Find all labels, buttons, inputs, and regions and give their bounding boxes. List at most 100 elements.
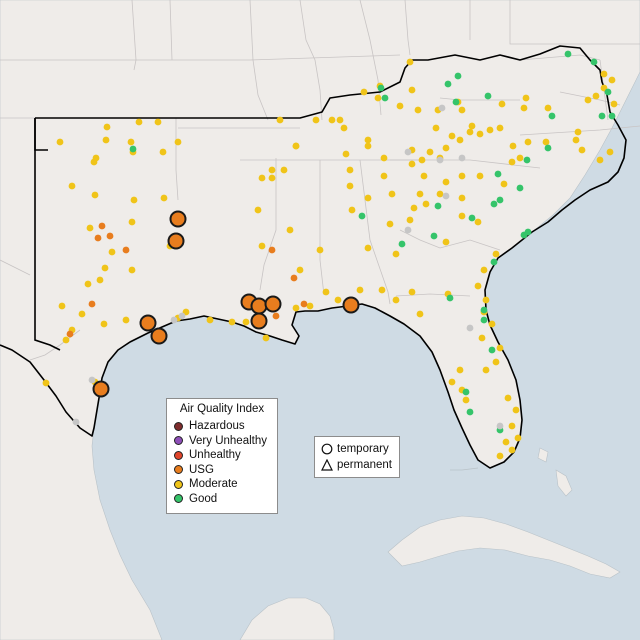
monitor-marker[interactable] bbox=[452, 98, 460, 106]
monitor-marker[interactable] bbox=[476, 130, 484, 138]
monitor-marker[interactable] bbox=[42, 379, 50, 387]
temporary-monitor-marker[interactable] bbox=[150, 327, 168, 345]
monitor-marker[interactable] bbox=[128, 266, 136, 274]
monitor-marker[interactable] bbox=[408, 160, 416, 168]
monitor-marker[interactable] bbox=[514, 434, 522, 442]
monitor-marker[interactable] bbox=[516, 154, 524, 162]
monitor-marker[interactable] bbox=[342, 150, 350, 158]
monitor-marker[interactable] bbox=[300, 300, 308, 308]
monitor-marker[interactable] bbox=[392, 296, 400, 304]
monitor-marker[interactable] bbox=[456, 136, 464, 144]
monitor-marker[interactable] bbox=[416, 310, 424, 318]
monitor-marker[interactable] bbox=[96, 276, 104, 284]
monitor-marker[interactable] bbox=[468, 122, 476, 130]
monitor-marker[interactable] bbox=[86, 224, 94, 232]
monitor-marker[interactable] bbox=[94, 234, 102, 242]
monitor-marker[interactable] bbox=[480, 306, 488, 314]
temporary-monitor-marker[interactable] bbox=[167, 232, 185, 250]
monitor-marker[interactable] bbox=[396, 102, 404, 110]
monitor-marker[interactable] bbox=[408, 288, 416, 296]
monitor-marker[interactable] bbox=[292, 142, 300, 150]
monitor-marker[interactable] bbox=[496, 452, 504, 460]
monitor-marker[interactable] bbox=[254, 206, 262, 214]
monitor-marker[interactable] bbox=[242, 318, 250, 326]
monitor-marker[interactable] bbox=[406, 216, 414, 224]
monitor-marker[interactable] bbox=[159, 148, 167, 156]
monitor-marker[interactable] bbox=[258, 174, 266, 182]
monitor-marker[interactable] bbox=[392, 250, 400, 258]
monitor-marker[interactable] bbox=[174, 138, 182, 146]
monitor-marker[interactable] bbox=[434, 202, 442, 210]
monitor-marker[interactable] bbox=[170, 316, 178, 324]
monitor-marker[interactable] bbox=[474, 282, 482, 290]
monitor-marker[interactable] bbox=[56, 138, 64, 146]
monitor-marker[interactable] bbox=[418, 156, 426, 164]
monitor-marker[interactable] bbox=[129, 145, 137, 153]
monitor-marker[interactable] bbox=[160, 194, 168, 202]
monitor-marker[interactable] bbox=[66, 330, 74, 338]
monitor-marker[interactable] bbox=[364, 244, 372, 252]
monitor-marker[interactable] bbox=[356, 286, 364, 294]
temporary-monitor-marker[interactable] bbox=[92, 380, 110, 398]
monitor-marker[interactable] bbox=[574, 128, 582, 136]
monitor-marker[interactable] bbox=[442, 238, 450, 246]
monitor-marker[interactable] bbox=[404, 148, 412, 156]
temporary-monitor-marker[interactable] bbox=[250, 312, 268, 330]
monitor-marker[interactable] bbox=[206, 316, 214, 324]
monitor-marker[interactable] bbox=[572, 136, 580, 144]
monitor-marker[interactable] bbox=[488, 320, 496, 328]
monitor-marker[interactable] bbox=[480, 266, 488, 274]
monitor-marker[interactable] bbox=[258, 242, 266, 250]
monitor-marker[interactable] bbox=[482, 366, 490, 374]
monitor-marker[interactable] bbox=[414, 106, 422, 114]
monitor-marker[interactable] bbox=[504, 394, 512, 402]
monitor-marker[interactable] bbox=[476, 172, 484, 180]
monitor-marker[interactable] bbox=[103, 123, 111, 131]
monitor-marker[interactable] bbox=[68, 182, 76, 190]
monitor-marker[interactable] bbox=[406, 58, 414, 66]
monitor-marker[interactable] bbox=[448, 378, 456, 386]
monitor-marker[interactable] bbox=[100, 320, 108, 328]
monitor-marker[interactable] bbox=[592, 92, 600, 100]
monitor-marker[interactable] bbox=[466, 128, 474, 136]
monitor-marker[interactable] bbox=[98, 222, 106, 230]
temporary-monitor-marker[interactable] bbox=[250, 297, 268, 315]
monitor-marker[interactable] bbox=[340, 124, 348, 132]
monitor-marker[interactable] bbox=[128, 218, 136, 226]
monitor-marker[interactable] bbox=[478, 334, 486, 342]
monitor-marker[interactable] bbox=[584, 96, 592, 104]
temporary-monitor-marker[interactable] bbox=[342, 296, 360, 314]
monitor-marker[interactable] bbox=[410, 204, 418, 212]
monitor-marker[interactable] bbox=[474, 218, 482, 226]
monitor-marker[interactable] bbox=[268, 246, 276, 254]
monitor-marker[interactable] bbox=[444, 80, 452, 88]
monitor-marker[interactable] bbox=[522, 94, 530, 102]
monitor-marker[interactable] bbox=[106, 232, 114, 240]
monitor-marker[interactable] bbox=[442, 178, 450, 186]
monitor-marker[interactable] bbox=[458, 154, 466, 162]
monitor-marker[interactable] bbox=[322, 288, 330, 296]
monitor-marker[interactable] bbox=[498, 100, 506, 108]
monitor-marker[interactable] bbox=[468, 214, 476, 222]
monitor-marker[interactable] bbox=[488, 346, 496, 354]
monitor-marker[interactable] bbox=[276, 116, 284, 124]
monitor-marker[interactable] bbox=[496, 422, 504, 430]
monitor-marker[interactable] bbox=[438, 104, 446, 112]
monitor-marker[interactable] bbox=[101, 264, 109, 272]
monitor-marker[interactable] bbox=[578, 146, 586, 154]
monitor-marker[interactable] bbox=[268, 174, 276, 182]
monitor-marker[interactable] bbox=[486, 126, 494, 134]
monitor-marker[interactable] bbox=[102, 136, 110, 144]
monitor-marker[interactable] bbox=[480, 316, 488, 324]
monitor-marker[interactable] bbox=[127, 138, 135, 146]
monitor-marker[interactable] bbox=[404, 226, 412, 234]
monitor-marker[interactable] bbox=[458, 212, 466, 220]
monitor-marker[interactable] bbox=[496, 344, 504, 352]
monitor-marker[interactable] bbox=[386, 220, 394, 228]
monitor-marker[interactable] bbox=[84, 280, 92, 288]
monitor-marker[interactable] bbox=[496, 124, 504, 132]
monitor-marker[interactable] bbox=[456, 366, 464, 374]
monitor-marker[interactable] bbox=[358, 212, 366, 220]
monitor-marker[interactable] bbox=[436, 156, 444, 164]
monitor-marker[interactable] bbox=[360, 88, 368, 96]
